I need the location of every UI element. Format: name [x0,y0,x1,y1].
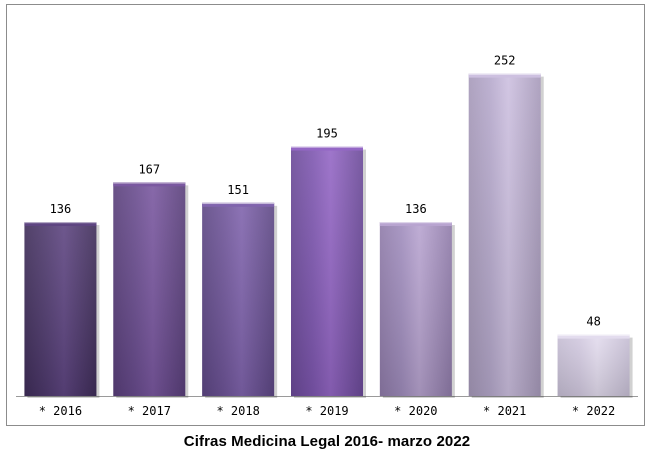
chart-title: Cifras Medicina Legal 2016- marzo 2022 [183,433,471,450]
data-label: 151 [227,183,249,197]
bar-cap-highlight [202,202,275,205]
bar-cap [291,146,363,151]
bar-chart: 136 * 2016 167 * 2017 151 * 2018 195 * 2019 136 *… [16,54,638,418]
data-label: 195 [316,127,338,141]
x-tick-label: * 2016 [39,404,82,418]
bar-cap [379,222,452,227]
bar-cap-highlight [468,73,541,75]
bar-cap [113,182,186,187]
bar-cap [24,222,97,227]
bar-cap [202,202,275,207]
bar-shading [202,202,275,396]
bar-cap-highlight [557,334,630,336]
bar-cap [468,73,541,78]
x-tick-label: * 2019 [305,404,348,418]
data-label: 252 [494,54,516,68]
data-label: 167 [138,162,160,176]
bar-shading [291,146,363,396]
x-tick-label: * 2017 [128,404,171,418]
bar-cap-highlight [113,182,186,184]
bar-cap-highlight [379,222,452,224]
bar-cap [557,334,630,339]
bar-shading [379,222,452,396]
bar-shading [468,73,541,396]
bar-shading [24,222,97,396]
bar-shading [557,334,630,396]
chart-area: 136 * 2016 167 * 2017 151 * 2018 195 * 2019 136 *… [6,4,645,426]
bar-cap-highlight [291,146,363,148]
x-tick-label: * 2021 [483,404,526,418]
data-label: 136 [405,202,427,216]
bar-shading [113,182,186,396]
data-label: 136 [50,202,72,216]
data-label: 48 [586,315,600,329]
x-tick-label: * 2018 [216,404,259,418]
x-tick-label: * 2020 [394,404,437,418]
bar-cap-highlight [24,222,97,224]
x-tick-label: * 2022 [572,404,615,418]
